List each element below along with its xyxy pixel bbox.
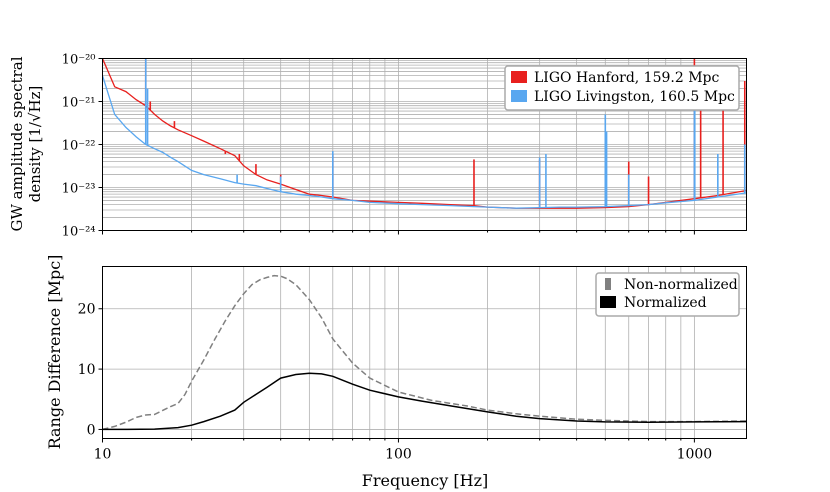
bottom-legend-box [595, 272, 740, 317]
legend-label-normalized: Normalized [624, 295, 707, 311]
normalized-range-line [102, 372, 747, 431]
top-y-ticks: 10⁻²⁰ 10⁻²¹ 10⁻²² 10⁻²³ 10⁻²⁴ [62, 53, 103, 240]
legend-swatch-livingston [511, 90, 527, 102]
top-legend-box [504, 65, 740, 111]
legend-label-non-normalized: Non-normalized [624, 277, 738, 293]
bottom-y-tick-label: 0 [87, 422, 96, 438]
bottom-y-ticks: 0 10 20 [78, 302, 103, 438]
bottom-x-tick-label: 1000 [677, 447, 713, 463]
top-y-tick-label: 10⁻²¹ [62, 96, 96, 111]
top-y-tick-label: 10⁻²² [62, 139, 96, 154]
bottom-legend: Non-normalized Normalized [595, 272, 740, 317]
x-axis-label: Frequency [Hz] [362, 471, 489, 490]
bottom-x-ticks: 10 100 1000 [94, 438, 713, 463]
bottom-x-tick-label: 100 [385, 447, 412, 463]
top-y-tick-label: 10⁻²⁴ [62, 225, 96, 240]
livingston-asd-line [101, 75, 747, 209]
legend-label-hanford: LIGO Hanford, 159.2 Mpc [534, 70, 720, 86]
hanford-asd-line [101, 58, 747, 209]
top-y-tick-label: 10⁻²⁰ [62, 53, 96, 68]
legend-swatch-hanford [511, 71, 527, 83]
top-y-label-line-1: GW amplitude spectral [8, 56, 26, 231]
top-x-ticks [102, 230, 695, 235]
top-y-label-line-2: density [1/√Hz] [26, 86, 44, 203]
bottom-y-label: Range Difference [Mpc] [45, 255, 64, 450]
top-lines [101, 58, 747, 209]
legend-label-livingston: LIGO Livingston, 160.5 Mpc [534, 89, 735, 105]
bottom-y-tick-label: 10 [78, 362, 96, 378]
bottom-lines [102, 274, 747, 431]
non-normalized-range-line [102, 274, 747, 431]
top-legend: LIGO Hanford, 159.2 Mpc LIGO Livingston,… [504, 65, 740, 111]
legend-swatch-non-normalized [605, 278, 611, 290]
bottom-y-tick-label: 20 [78, 302, 96, 318]
top-y-tick-label: 10⁻²³ [62, 182, 96, 197]
bottom-axes-frame [102, 266, 747, 439]
bottom-x-tick-label: 10 [94, 447, 112, 463]
legend-swatch-normalized [600, 296, 616, 308]
